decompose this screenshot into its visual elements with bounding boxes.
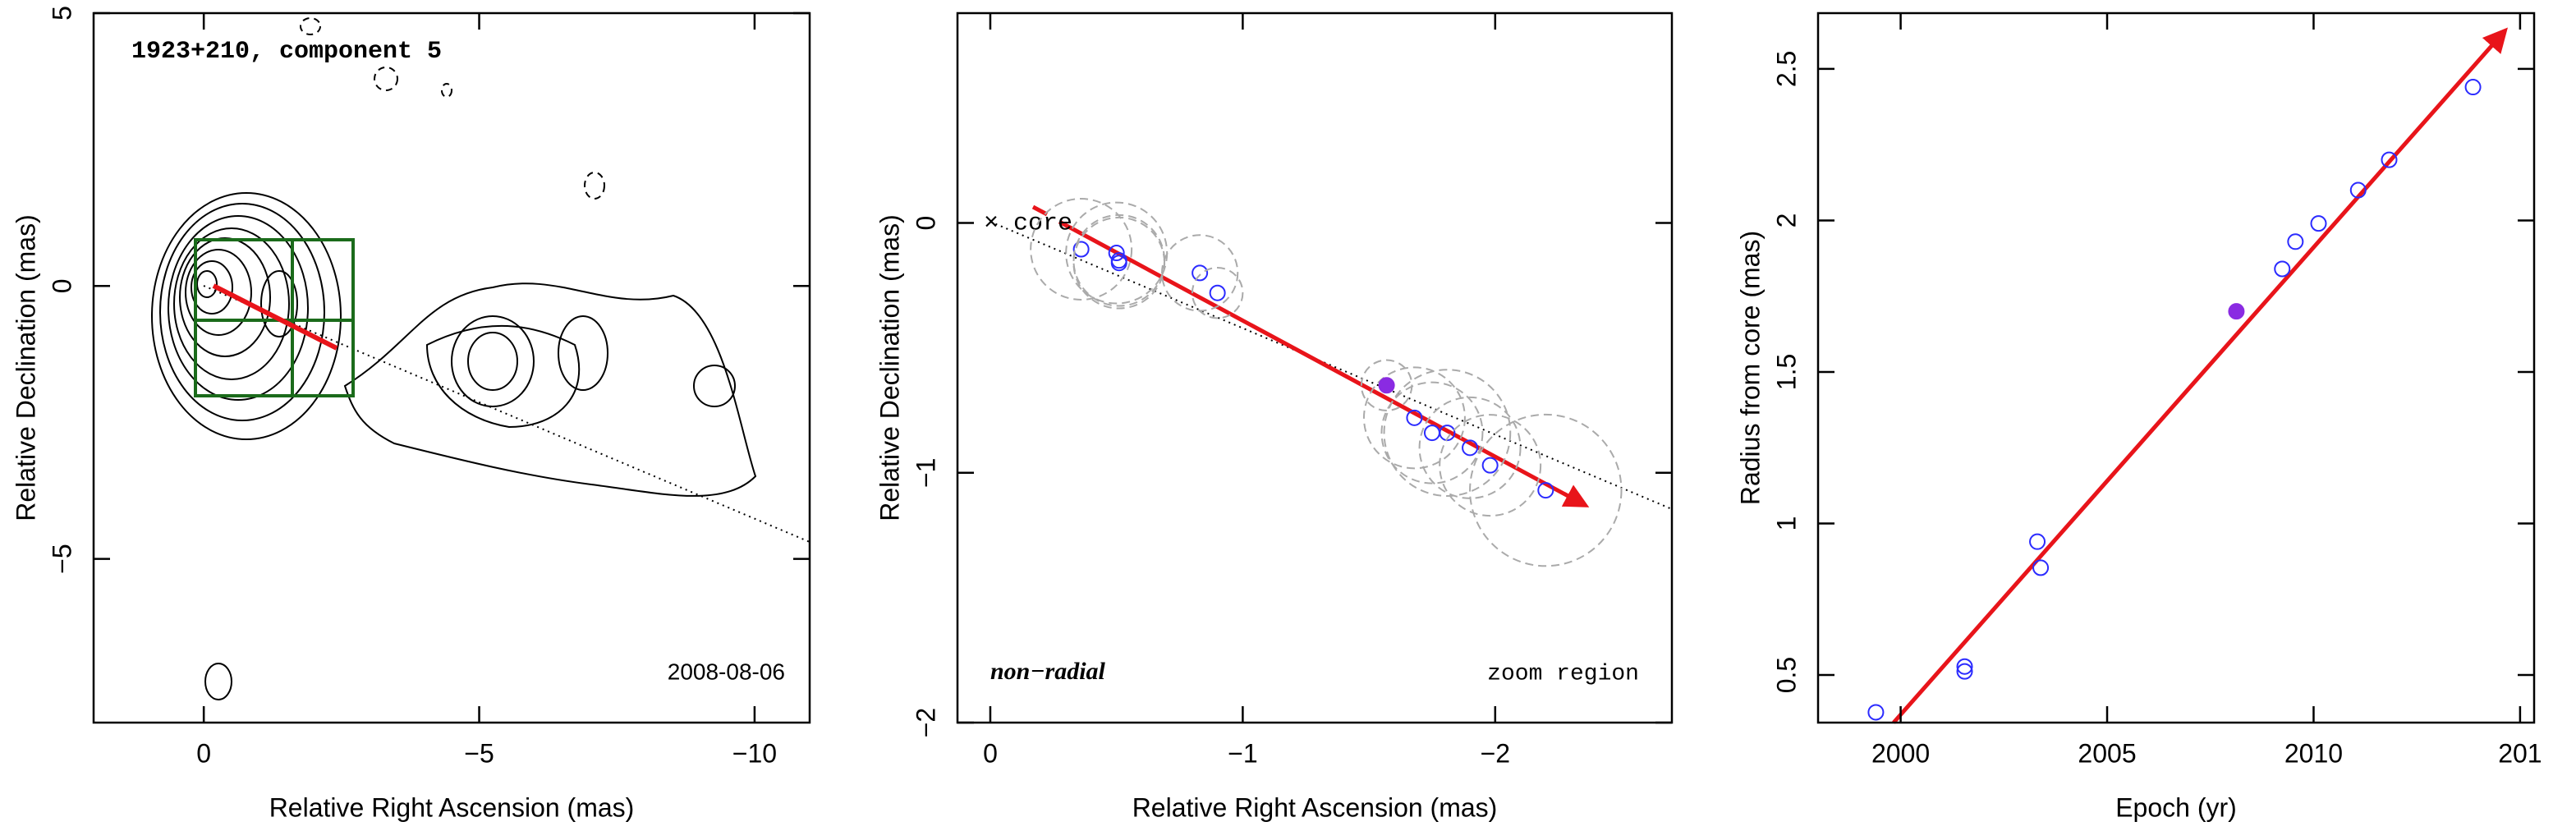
error-circle	[1072, 216, 1166, 310]
x-tick-label: −2	[1481, 738, 1510, 768]
point	[1108, 245, 1125, 262]
frame	[956, 11, 1674, 724]
point	[1072, 241, 1090, 258]
y-tick-label: −1	[911, 458, 940, 488]
point	[2349, 181, 2367, 199]
x-axis-label: Epoch (yr)	[2115, 792, 2237, 822]
x-tick-label: 2000	[1871, 738, 1930, 768]
x-tick-label: −5	[464, 738, 494, 768]
core-label: × core	[984, 209, 1072, 237]
point	[2228, 303, 2245, 320]
point	[1378, 377, 1395, 394]
y-tick-label: 5	[47, 6, 76, 21]
note: non−radial	[990, 658, 1106, 685]
point	[2287, 233, 2304, 250]
y-axis-label: Relative Declination (mas)	[11, 214, 40, 521]
point	[1423, 425, 1440, 442]
error-circle	[1380, 381, 1484, 484]
x-tick-label: 2010	[2284, 738, 2343, 768]
frame	[92, 11, 811, 724]
point	[1956, 658, 1973, 675]
error-circle	[1418, 396, 1522, 499]
point	[1406, 409, 1423, 426]
point	[1192, 264, 1209, 282]
x-axis-label: Relative Right Ascension (mas)	[269, 792, 635, 822]
point	[2381, 151, 2398, 168]
x-tick-label: −10	[732, 738, 777, 768]
error-circle	[1360, 359, 1413, 412]
y-tick-label: 1	[1771, 517, 1801, 531]
point	[1209, 284, 1226, 301]
x-axis-label: Relative Right Ascension (mas)	[1132, 792, 1498, 822]
point	[2310, 215, 2327, 232]
point	[1481, 457, 1499, 474]
y-tick-label: −5	[47, 544, 76, 573]
error-circle	[1383, 369, 1512, 497]
point	[1956, 663, 1973, 680]
point	[2032, 559, 2050, 576]
error-circle	[1469, 413, 1623, 567]
y-tick-label: 1.5	[1771, 354, 1801, 390]
error-circle	[1362, 366, 1466, 470]
error-circle	[1191, 266, 1244, 319]
point	[2464, 79, 2482, 96]
note: zoom region	[1487, 661, 1639, 686]
frame	[1816, 11, 2536, 724]
panel2-lines	[990, 204, 1673, 510]
error-circle	[1439, 414, 1542, 517]
y-tick-label: 0.5	[1771, 657, 1801, 693]
y-axis-label: Relative Declination (mas)	[875, 214, 904, 521]
error-circle	[1030, 198, 1133, 301]
x-tick-label: 2005	[2078, 738, 2136, 768]
y-tick-label: −2	[911, 708, 940, 737]
x-tick-label: 0	[196, 738, 211, 768]
y-tick-label: 0	[911, 216, 940, 231]
y-tick-label: 2.5	[1771, 51, 1801, 87]
y-axis-label: Radius from core (mas)	[1735, 231, 1765, 505]
x-tick-label: 0	[983, 738, 998, 768]
point	[1462, 439, 1479, 457]
point	[1537, 482, 1554, 499]
y-tick-label: 2	[1771, 213, 1801, 228]
chart-title: 1923+210, component 5	[131, 38, 442, 66]
date-label: 2008-08-06	[668, 659, 785, 684]
point	[1867, 704, 1885, 721]
x-tick-label: −1	[1228, 738, 1257, 768]
y-tick-label: 0	[47, 278, 76, 293]
x-tick-label: 201	[2498, 738, 2542, 768]
fit-line	[1892, 27, 2508, 724]
point	[1110, 255, 1127, 272]
point	[2029, 533, 2046, 550]
contour-map	[151, 17, 810, 700]
point	[2274, 260, 2291, 278]
